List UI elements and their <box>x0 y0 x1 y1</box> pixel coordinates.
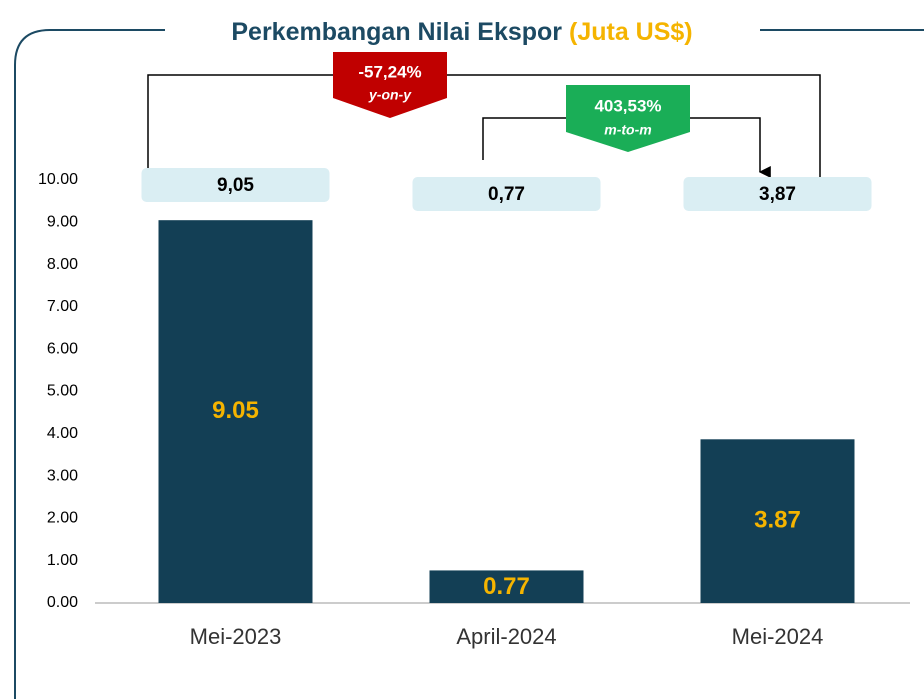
value-box-label: 9,05 <box>217 175 254 196</box>
y-tick-label: 6.00 <box>47 340 78 357</box>
value-box-label: 0,77 <box>488 184 525 205</box>
y-tick-label: 3.00 <box>47 467 78 484</box>
value-box <box>412 177 601 211</box>
bar <box>700 439 855 603</box>
yoy-value: -57,24% <box>358 62 421 81</box>
yoy-badge <box>333 52 447 118</box>
bar-value-label: 3.87 <box>754 506 801 533</box>
mtm-label: m-to-m <box>604 122 651 138</box>
y-tick-label: 7.00 <box>47 298 78 315</box>
bar <box>158 220 313 603</box>
bar <box>429 570 584 603</box>
value-box <box>683 177 872 211</box>
y-tick-label: 8.00 <box>47 256 78 273</box>
y-tick-label: 1.00 <box>47 552 78 569</box>
bar-value-label: 9.05 <box>212 397 259 424</box>
x-tick-label: Mei-2023 <box>190 624 282 649</box>
yoy-label: y-on-y <box>368 87 412 103</box>
mtm-value: 403,53% <box>594 96 661 115</box>
y-tick-label: 2.00 <box>47 510 78 527</box>
y-tick-label: 5.00 <box>47 383 78 400</box>
frame <box>14 29 924 699</box>
bar-value-label: 0.77 <box>483 573 530 600</box>
y-tick-label: 0.00 <box>47 594 78 611</box>
x-tick-label: Mei-2024 <box>732 624 824 649</box>
yoy-bracket <box>147 74 831 192</box>
subtitle-text: (Juta US$) <box>569 18 693 46</box>
x-tick-label: April-2024 <box>456 624 556 649</box>
chart-title: Perkembangan Nilai Ekspor (Juta US$) <box>231 18 692 46</box>
value-box <box>141 168 330 202</box>
title-text: Perkembangan Nilai Ekspor <box>231 18 562 46</box>
y-tick-label: 10.00 <box>38 171 78 188</box>
y-tick-label: 9.00 <box>47 214 78 231</box>
y-tick-label: 4.00 <box>47 425 78 442</box>
mtm-badge <box>566 85 690 152</box>
value-box-label: 3,87 <box>759 184 796 205</box>
